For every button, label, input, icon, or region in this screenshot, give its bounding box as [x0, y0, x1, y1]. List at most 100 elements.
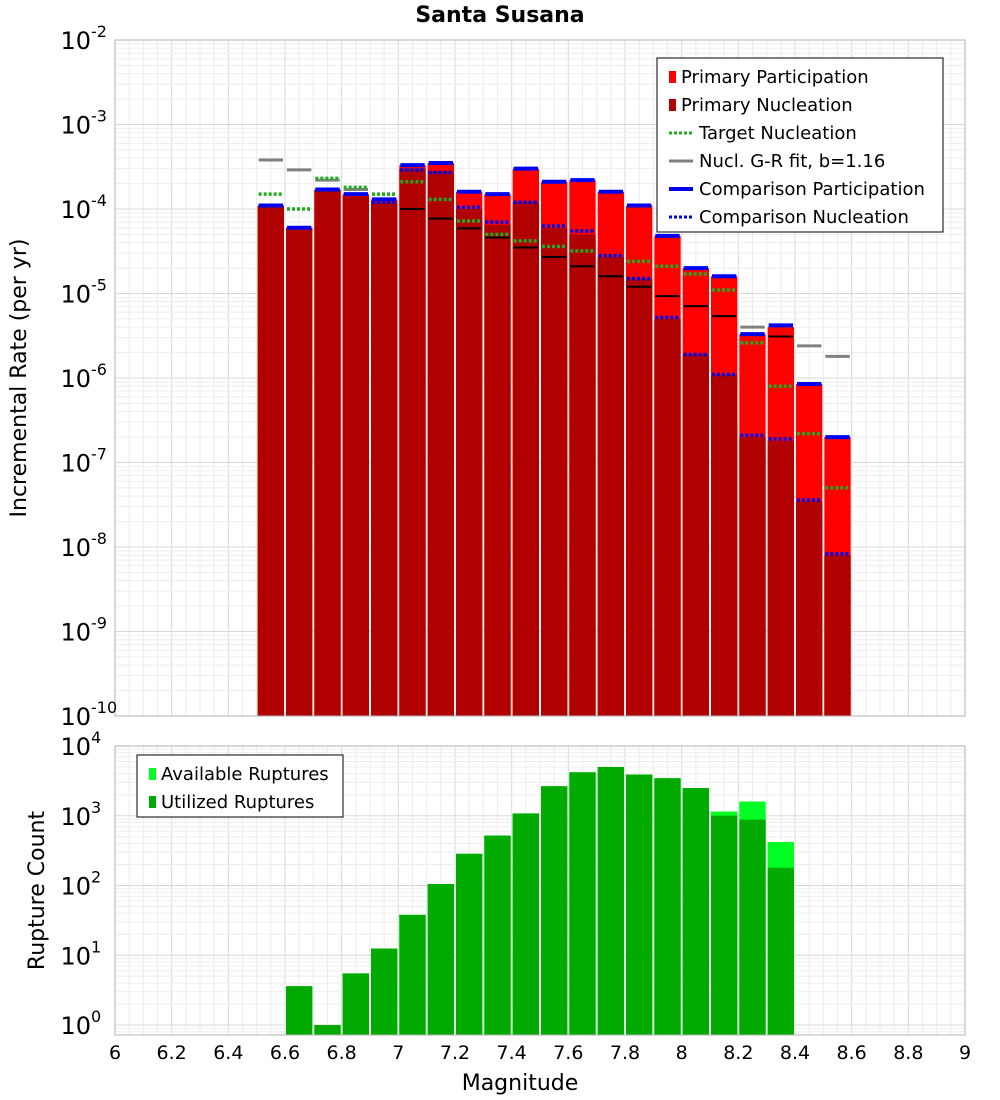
primary-nucleation-bar — [314, 189, 341, 716]
y-tick-label: 10 — [60, 942, 91, 970]
chart-title: Santa Susana — [415, 3, 584, 28]
y-tick-exponent: -5 — [91, 276, 107, 295]
legend-label: Available Ruptures — [161, 764, 329, 785]
legend-label: Comparison Participation — [699, 179, 925, 200]
x-tick-label: 6.4 — [213, 1042, 243, 1064]
y-tick-label: 10 — [60, 450, 91, 478]
count-bars — [286, 767, 794, 1035]
primary-nucleation-bar — [824, 555, 851, 716]
count-y-axis-title: Rupture Count — [25, 811, 50, 971]
x-tick-label: 7.4 — [497, 1042, 527, 1064]
x-tick-label: 6 — [109, 1042, 121, 1064]
y-tick-base: 10 — [60, 703, 91, 731]
utilized-ruptures-bar — [399, 914, 426, 1035]
rate-legend-box — [656, 57, 944, 233]
x-tick-label: 8.6 — [837, 1042, 867, 1064]
legend-label: Primary Participation — [681, 67, 869, 88]
y-tick-base: 10 — [60, 803, 91, 831]
x-tick-label: 9 — [959, 1042, 971, 1064]
utilized-ruptures-bar — [569, 772, 596, 1035]
primary-nucleation-bar — [541, 227, 568, 716]
rate-legend: Primary Participation Primary Nucleation T… — [656, 57, 944, 233]
y-tick-label: 10 — [60, 619, 91, 647]
x-tick-label: 8.8 — [893, 1042, 923, 1064]
x-tick-label: 7 — [392, 1042, 404, 1064]
primary-nucleation-bar — [484, 224, 511, 716]
y-tick-base: 10 — [60, 281, 91, 309]
utilized-ruptures-bar — [654, 778, 681, 1035]
y-tick-base: 10 — [60, 196, 91, 224]
utilized-ruptures-bar — [739, 819, 766, 1035]
y-tick-exponent: 0 — [91, 1007, 101, 1026]
utilized-ruptures-bar — [711, 815, 738, 1035]
y-tick-label: 10 — [60, 27, 91, 55]
x-tick-label: 7.2 — [440, 1042, 470, 1064]
utilized-ruptures-bar — [427, 884, 454, 1035]
utilized-ruptures-bar — [342, 973, 369, 1035]
primary-nucleation-bar — [371, 202, 398, 716]
primary-nucleation-bar — [682, 354, 709, 716]
primary-nucleation-bar — [654, 318, 681, 716]
primary-nucleation-bar — [512, 202, 539, 716]
rate-y-axis-title: Incremental Rate (per yr) — [7, 239, 32, 518]
y-tick-base: 10 — [60, 112, 91, 140]
primary-nucleation-bar — [342, 196, 369, 717]
y-tick-exponent: -3 — [91, 107, 107, 126]
utilized-ruptures-bar — [456, 853, 483, 1035]
legend-swatch — [149, 768, 156, 780]
primary-nucleation-bar — [286, 227, 313, 716]
x-tick-label: 7.8 — [610, 1042, 640, 1064]
y-tick-exponent: -2 — [91, 22, 107, 41]
y-tick-exponent: -4 — [91, 191, 107, 210]
legend-swatch — [669, 71, 676, 83]
legend-swatch — [669, 99, 676, 111]
legend-label: Utilized Ruptures — [161, 792, 314, 813]
y-tick-label: 10 — [60, 803, 91, 831]
primary-nucleation-bar — [257, 205, 284, 716]
count-plot-frame — [114, 745, 966, 1036]
x-tick-label: 6.2 — [157, 1042, 187, 1064]
y-tick-base: 10 — [60, 873, 91, 901]
y-tick-base: 10 — [60, 534, 91, 562]
x-tick-label: 6.8 — [327, 1042, 357, 1064]
y-tick-base: 10 — [60, 450, 91, 478]
primary-nucleation-bar — [399, 168, 426, 717]
x-tick-label: 6.6 — [270, 1042, 300, 1064]
legend-label: Target Nucleation — [698, 123, 857, 144]
y-tick-exponent: -7 — [91, 445, 107, 464]
rate-markers — [258, 158, 850, 556]
legend-label: Comparison Nucleation — [699, 207, 909, 228]
y-tick-base: 10 — [60, 619, 91, 647]
y-tick-exponent: -9 — [91, 614, 107, 633]
count-legend: Available Ruptures Utilized Ruptures — [136, 754, 344, 818]
legend-swatch — [149, 796, 156, 808]
utilized-ruptures-bar — [286, 986, 313, 1035]
legend-label: Nucl. G-R fit, b=1.16 — [699, 151, 885, 172]
x-tick-label: 8 — [676, 1042, 688, 1064]
y-tick-base: 10 — [60, 1012, 91, 1040]
primary-nucleation-bar — [739, 437, 766, 716]
utilized-ruptures-bar — [512, 813, 539, 1035]
primary-nucleation-bar — [456, 209, 483, 716]
y-tick-label: 10 — [60, 196, 91, 224]
y-tick-base: 10 — [60, 365, 91, 393]
count-legend-box — [136, 754, 344, 818]
primary-nucleation-bar — [626, 278, 653, 716]
legend-label: Primary Nucleation — [681, 95, 853, 116]
utilized-ruptures-bar — [541, 786, 568, 1035]
primary-nucleation-bar — [711, 374, 738, 716]
y-tick-exponent: 1 — [91, 937, 101, 956]
y-tick-exponent: -10 — [91, 698, 117, 717]
rupture-count-plot: 10 010 110 210 310 46 6.2 6.4 6.6 6.8 7 7.2 7.4 7.6 7.… — [25, 728, 971, 1096]
primary-nucleation-bar — [767, 440, 794, 716]
y-tick-exponent: -8 — [91, 529, 107, 548]
x-axis-title: Magnitude — [462, 1071, 579, 1096]
y-tick-label: 10 — [60, 365, 91, 393]
y-tick-label: 10 — [60, 534, 91, 562]
primary-nucleation-bar — [569, 234, 596, 717]
utilized-ruptures-bar — [484, 835, 511, 1035]
y-tick-label: 10 — [60, 281, 91, 309]
y-tick-base: 10 — [60, 942, 91, 970]
